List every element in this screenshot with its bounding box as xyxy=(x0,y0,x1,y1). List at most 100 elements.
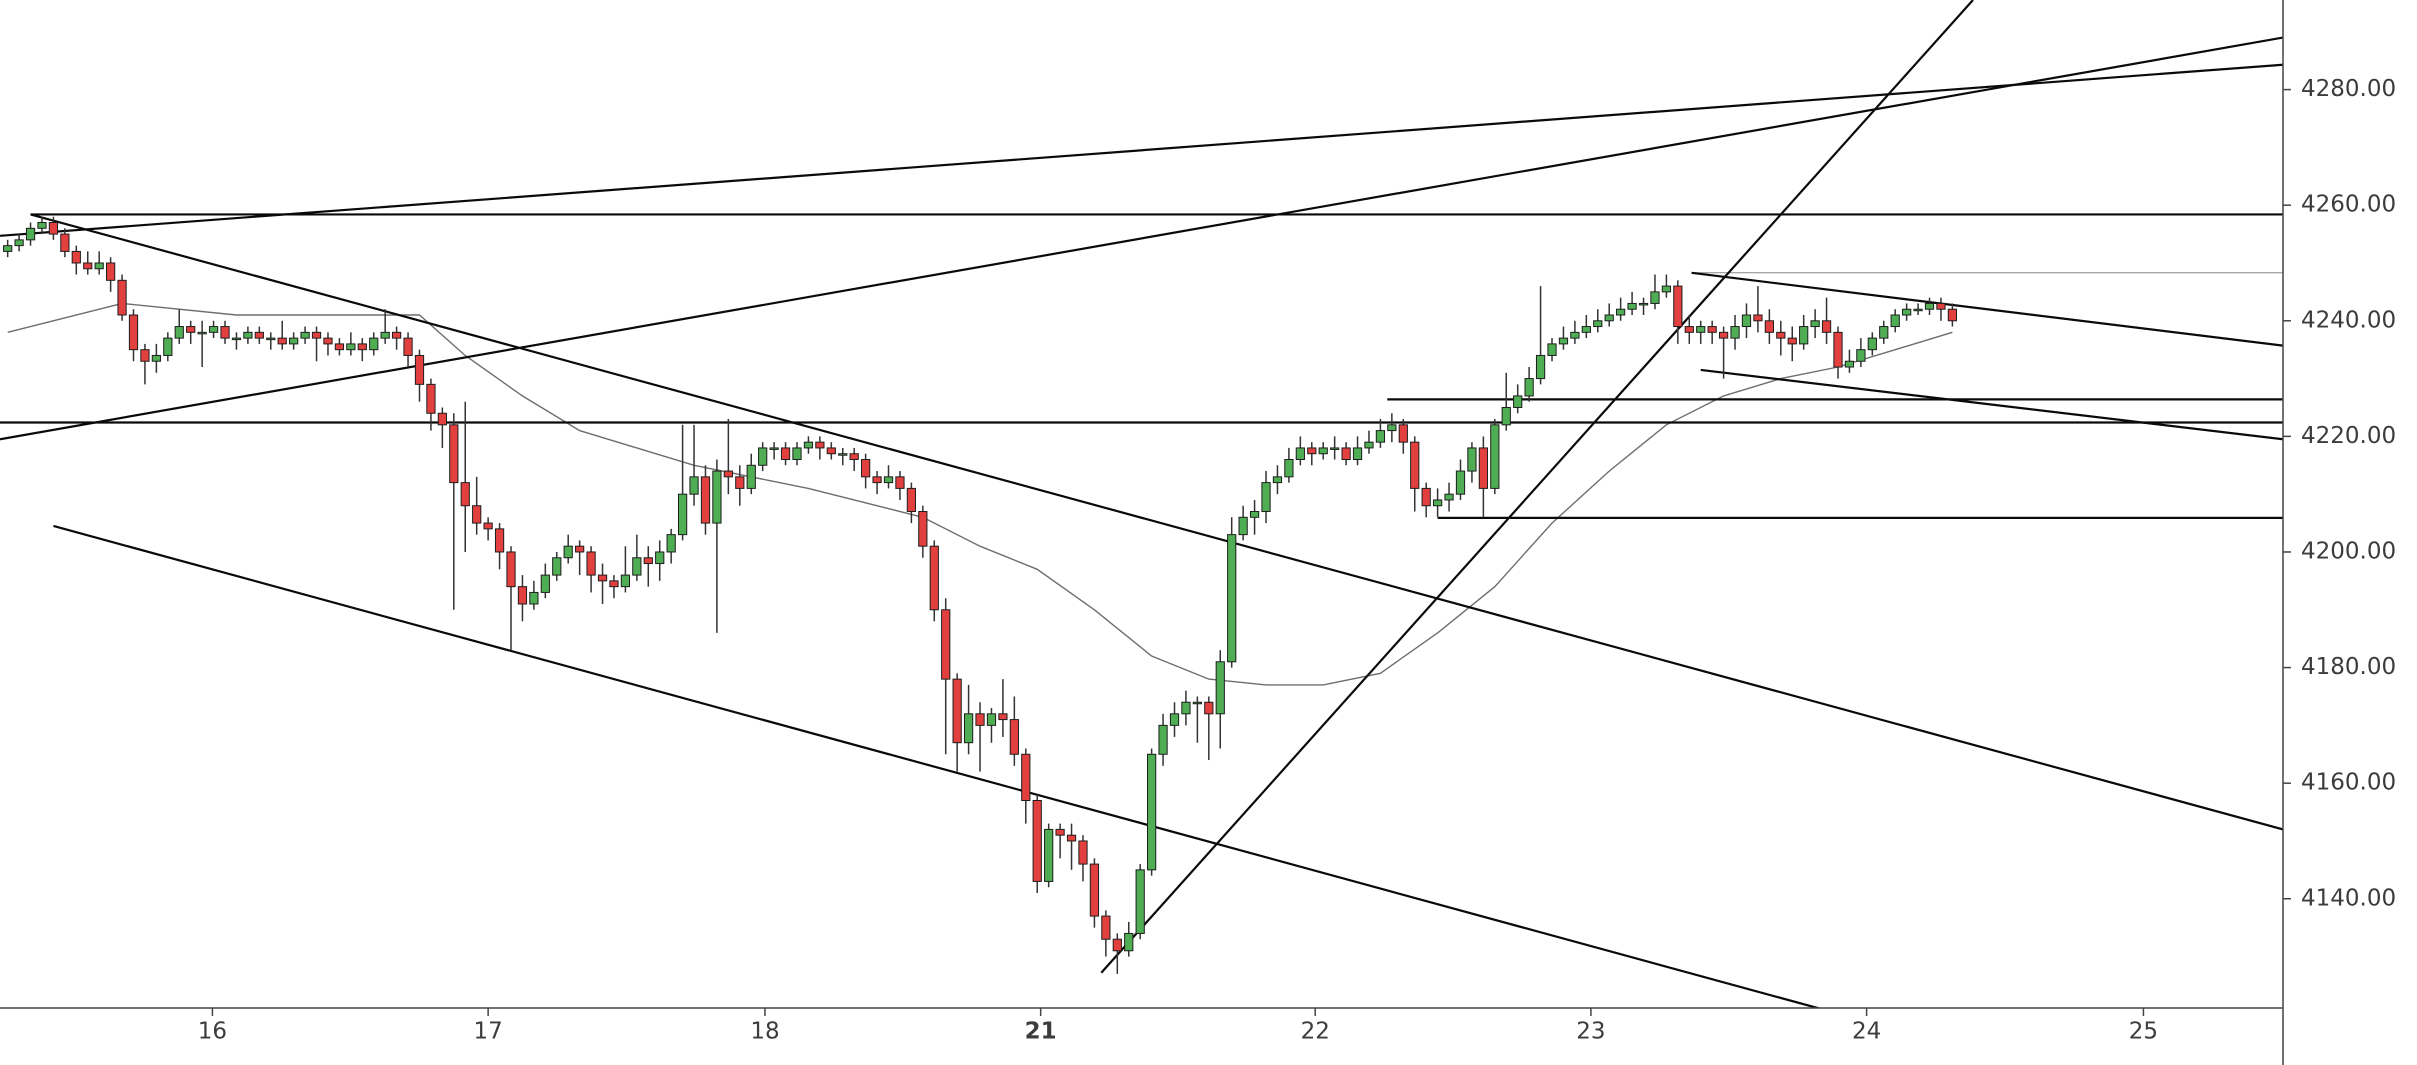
trendline xyxy=(30,213,2283,831)
candle-body xyxy=(506,551,516,588)
candle-body xyxy=(3,245,13,252)
candle-body xyxy=(1799,326,1809,345)
candle-body xyxy=(1455,470,1466,495)
candle-body xyxy=(1421,487,1431,507)
candle-body xyxy=(517,586,528,605)
candle-body xyxy=(872,476,882,484)
candle-body xyxy=(655,551,665,565)
candle-body xyxy=(1364,441,1374,449)
candle-body xyxy=(60,233,70,252)
candle-body xyxy=(460,482,470,507)
candle-body xyxy=(963,713,974,744)
candle-body xyxy=(609,580,619,588)
candle-body xyxy=(1375,430,1386,443)
candle-body xyxy=(780,447,791,460)
candle-body xyxy=(1444,493,1454,501)
candle-body xyxy=(1398,424,1408,443)
x-tick-label: 16 xyxy=(198,1019,227,1045)
y-tick-label: 4220.00 xyxy=(2301,423,2396,449)
candle-body xyxy=(346,343,356,351)
candle-body xyxy=(906,487,917,513)
candle-body xyxy=(1581,326,1591,333)
candle-body xyxy=(700,476,711,524)
candle-body xyxy=(106,262,116,281)
candle-body xyxy=(357,343,367,351)
candle-body xyxy=(1833,331,1843,368)
candle-body xyxy=(1810,320,1820,328)
candle-body xyxy=(151,354,161,362)
candle-body xyxy=(220,326,230,339)
y-tick-label: 4280.00 xyxy=(2301,76,2396,102)
candle-body xyxy=(746,464,756,489)
candle-body xyxy=(1513,395,1523,408)
candle-body xyxy=(1204,701,1214,715)
candle-body xyxy=(941,609,951,680)
candle-body xyxy=(1307,447,1317,455)
candle-body xyxy=(1844,360,1855,368)
y-tick-label: 4240.00 xyxy=(2301,307,2396,333)
candle-body xyxy=(128,314,139,351)
candle-body xyxy=(861,458,871,478)
candle-body xyxy=(849,453,859,460)
candle-body xyxy=(735,476,745,489)
x-tick-label: 25 xyxy=(2129,1019,2158,1045)
candle-body xyxy=(1249,511,1260,518)
candle-body xyxy=(71,250,81,264)
candle-body xyxy=(643,557,653,565)
candle-body xyxy=(1387,424,1397,432)
candle-body xyxy=(540,574,550,593)
candle-body xyxy=(1009,719,1019,755)
candle-body xyxy=(1856,349,1866,362)
trendline xyxy=(53,524,1820,1008)
candle-body xyxy=(712,470,722,524)
candle-body xyxy=(1330,447,1340,450)
candle-body xyxy=(1227,534,1237,663)
candle-body xyxy=(231,337,242,341)
candle-body xyxy=(1524,378,1534,397)
candle-body xyxy=(1044,828,1054,882)
candle-body xyxy=(300,331,310,339)
x-tick-label: 22 xyxy=(1301,1019,1330,1045)
trendline xyxy=(1100,0,1974,974)
candle-body xyxy=(1318,447,1328,455)
x-tick-label: 23 xyxy=(1576,1019,1605,1045)
candle-body xyxy=(1078,840,1088,865)
candle-body xyxy=(1124,932,1134,952)
candle-body xyxy=(1616,308,1626,316)
candle-body xyxy=(689,476,699,495)
candle-body xyxy=(1352,447,1363,460)
candle-body xyxy=(48,222,59,235)
trendline xyxy=(0,63,2283,237)
candle-body xyxy=(1055,828,1065,836)
candle-body xyxy=(1547,343,1557,356)
moving-average xyxy=(7,302,1953,686)
candle-body xyxy=(197,331,207,335)
candle-body xyxy=(758,447,768,466)
candle-body xyxy=(472,505,482,524)
candle-body xyxy=(838,453,848,456)
candle-body xyxy=(952,678,962,744)
candle-body xyxy=(117,279,127,316)
candle-body xyxy=(186,326,196,333)
candle-body xyxy=(1535,354,1546,380)
candle-body xyxy=(677,493,688,536)
candle-body xyxy=(1021,753,1031,802)
candle-body xyxy=(1776,331,1786,339)
candle-body xyxy=(1238,516,1248,536)
candle-body xyxy=(529,591,539,605)
candle-body xyxy=(552,557,562,576)
candle-body xyxy=(803,441,814,449)
candle-body xyxy=(414,354,425,385)
candle-body xyxy=(1490,424,1500,489)
candle-body xyxy=(1410,441,1420,489)
candle-body xyxy=(895,476,905,489)
candle-body xyxy=(1924,302,1935,310)
candle-body xyxy=(437,412,447,426)
candle-body xyxy=(1558,337,1569,345)
candle-body xyxy=(323,337,333,345)
candle-body xyxy=(1764,320,1774,333)
candle-body xyxy=(1879,326,1889,339)
candle-body xyxy=(1112,938,1122,952)
candle-body xyxy=(1741,314,1752,328)
plot-area xyxy=(0,0,2283,1008)
